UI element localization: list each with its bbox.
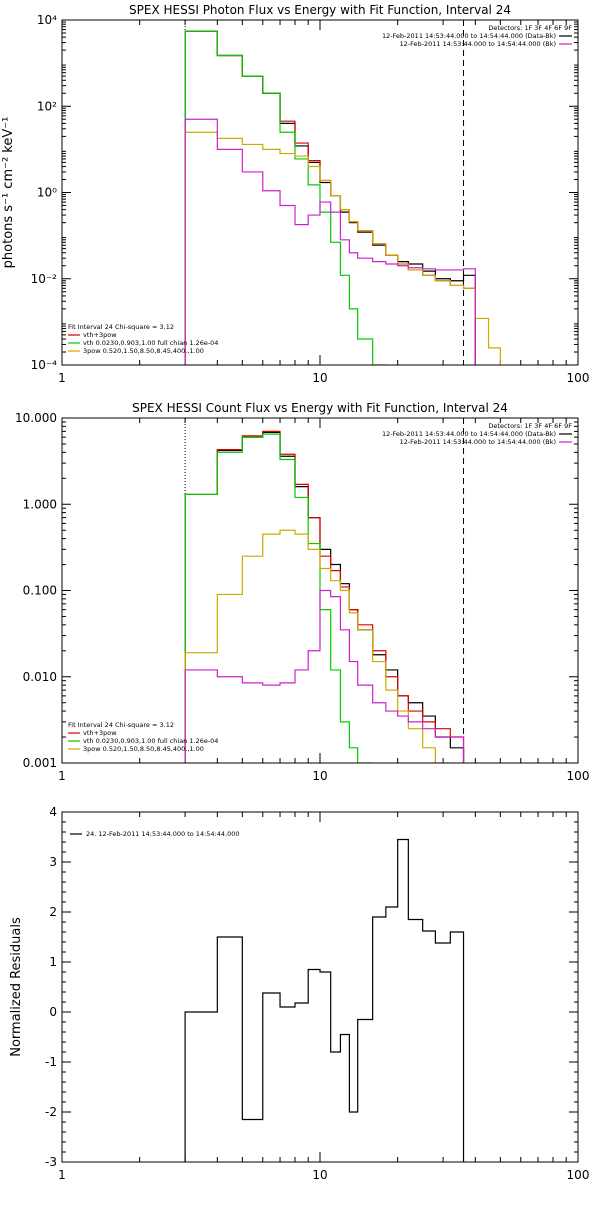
x-tick-label: 10 [312, 1168, 327, 1182]
y-tick-label: 1.000 [23, 497, 57, 511]
legend-title: Fit Interval 24 Chi-square = 3.12 [68, 721, 174, 729]
chart-2: SPEX HESSI Count Flux vs Energy with Fit… [15, 401, 589, 783]
series-line-5 [184, 589, 465, 763]
y-axis-ticks: 10⁻⁴ 10⁻² 10⁰ 10² 10⁴ [31, 13, 578, 372]
series-line-1 [184, 838, 465, 1162]
y-axis-ticks: -3 -2 -1 0 1 2 3 4 [45, 805, 578, 1169]
series-line-4 [184, 529, 451, 763]
y-tick-label: 0.010 [23, 670, 57, 684]
y-tick-label: 3 [49, 855, 57, 869]
y-axis-ticks: 0.001 0.010 0.100 1.000 10.000 [15, 411, 578, 770]
chart-1: SPEX HESSI Photon Flux vs Energy with Fi… [1, 3, 589, 385]
legend-bottom-left: Fit Interval 24 Chi-square = 3.12vth+3po… [68, 323, 218, 355]
y-tick-label: 0.100 [23, 584, 57, 598]
y-tick-label: 10⁻² [31, 272, 58, 286]
series-line-3 [184, 30, 387, 365]
series-line-3 [184, 433, 374, 763]
y-tick-label: -3 [45, 1155, 57, 1169]
legend-entry: vth+3pow [83, 331, 117, 339]
x-tick-label: 10 [312, 371, 327, 385]
legend-entry: 12-Feb-2011 14:53:44.000 to 14:54:44.000… [382, 430, 556, 438]
y-tick-label: 10.000 [15, 411, 57, 425]
y-tick-label: 1 [49, 955, 57, 969]
legend-entry: 12-Feb-2011 14:53:44.000 to 14:54:44.000… [400, 40, 556, 48]
series-line-2 [184, 30, 476, 365]
legend-entry: vth+3pow [83, 729, 117, 737]
x-tick-label: 10 [312, 769, 327, 783]
series-line-5 [184, 118, 476, 365]
chart-title: SPEX HESSI Photon Flux vs Energy with Fi… [129, 3, 511, 17]
legend-entry: 3pow 0.520,1.50,8.50,8.45,400.,1.00 [83, 347, 204, 355]
series-line-2 [184, 430, 465, 763]
legend-entry: 24. 12-Feb-2011 14:53:44.000 to 14:54:44… [86, 830, 239, 838]
series-group [184, 430, 465, 763]
plot-frame [61, 19, 579, 366]
x-tick-label: 1 [58, 1168, 66, 1182]
legend-bottom-left: Fit Interval 24 Chi-square = 3.12vth+3po… [68, 721, 218, 753]
plot-frame [61, 811, 579, 1163]
y-axis-label: photons s⁻¹ cm⁻² keV⁻¹ [1, 117, 16, 269]
legend-entry: 12-Feb-2011 14:53:44.000 to 14:54:44.000… [382, 32, 556, 40]
legend-title: Detectors: 1F 3F 4F 6F 9F [488, 24, 572, 32]
series-line-1 [184, 30, 476, 365]
y-tick-label: -1 [45, 1055, 57, 1069]
y-tick-label: 0 [49, 1005, 57, 1019]
x-axis-ticks: 1 10 100 [58, 812, 589, 1182]
series-line-4 [184, 131, 501, 365]
legend-title: Fit Interval 24 Chi-square = 3.12 [68, 323, 174, 331]
y-tick-label: 10⁻⁴ [31, 358, 58, 372]
y-tick-label: 2 [49, 905, 57, 919]
series-group [184, 838, 465, 1162]
chart-3: Normalized Residuals 1 10 100 -3 -2 -1 0 1 2 3 4 24.… [9, 805, 589, 1182]
x-tick-label: 1 [58, 769, 66, 783]
x-tick-label: 100 [567, 769, 590, 783]
y-tick-label: 10⁴ [37, 13, 57, 27]
x-tick-label: 100 [567, 1168, 590, 1182]
plot-frame [61, 417, 579, 764]
y-axis-label: Normalized Residuals [9, 917, 24, 1057]
legend-top-left: 24. 12-Feb-2011 14:53:44.000 to 14:54:44… [70, 830, 239, 838]
y-tick-label: 4 [49, 805, 57, 819]
y-tick-label: 10² [37, 99, 57, 113]
y-tick-label: 10⁰ [37, 186, 57, 200]
series-line-1 [184, 431, 465, 763]
legend-title: Detectors: 1F 3F 4F 6F 9F [488, 422, 572, 430]
chart-title: SPEX HESSI Count Flux vs Energy with Fit… [132, 401, 508, 415]
y-tick-label: -2 [45, 1105, 57, 1119]
legend-entry: 3pow 0.520,1.50,8.50,8.45,400.,1.00 [83, 745, 204, 753]
x-tick-label: 100 [567, 371, 590, 385]
series-group [184, 30, 501, 365]
legend-entry: vth 0.0230,0.903,1.00 full chian 1.26e-0… [83, 339, 218, 347]
x-tick-label: 1 [58, 371, 66, 385]
legend-entry: 12-Feb-2011 14:53:44.000 to 14:54:44.000… [400, 438, 556, 446]
y-tick-label: 0.001 [23, 756, 57, 770]
legend-entry: vth 0.0230,0.903,1.00 full chian 1.26e-0… [83, 737, 218, 745]
